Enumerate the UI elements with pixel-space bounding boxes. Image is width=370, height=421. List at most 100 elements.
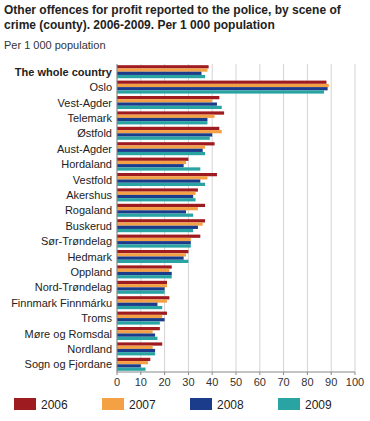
bar	[117, 296, 169, 299]
legend-label: 2008	[217, 398, 244, 412]
bar	[117, 118, 207, 121]
y-axis	[117, 64, 118, 372]
bar	[117, 281, 167, 284]
bar	[117, 244, 191, 247]
category-label: Rogaland	[65, 204, 112, 216]
bar	[117, 121, 207, 124]
bar	[117, 315, 162, 318]
bar	[117, 327, 160, 330]
bar	[117, 152, 205, 155]
bar	[117, 330, 153, 333]
legend-swatch	[278, 398, 300, 410]
bar	[117, 312, 167, 315]
bar	[117, 210, 186, 213]
bar	[117, 222, 203, 225]
bar	[117, 272, 172, 275]
bar	[117, 219, 205, 222]
bar	[117, 149, 203, 152]
grid-line	[188, 64, 189, 372]
bar	[117, 265, 172, 268]
grid-line	[164, 64, 165, 372]
title: Other offences for profit reported to th…	[4, 3, 366, 33]
tick-label: 80	[301, 376, 313, 388]
bar	[117, 84, 329, 87]
category-label: Oppland	[70, 266, 112, 278]
x-axis	[117, 372, 355, 373]
bar	[117, 349, 155, 352]
bar	[117, 238, 191, 241]
bar	[117, 65, 209, 68]
legend-swatch	[14, 398, 36, 410]
bar	[117, 111, 224, 114]
tick-label: 100	[346, 376, 364, 388]
bar	[117, 346, 153, 349]
bar	[117, 75, 205, 78]
grid-line	[212, 64, 213, 372]
bar	[117, 214, 193, 217]
subtitle: Per 1 000 population	[4, 39, 106, 51]
tick-label: 60	[254, 376, 266, 388]
bar	[117, 306, 162, 309]
bar	[117, 188, 198, 191]
legend-swatch	[190, 398, 212, 410]
bar	[117, 81, 326, 84]
bar	[117, 207, 198, 210]
bar	[117, 99, 212, 102]
chart: Per 1 000 population01020304050607080901…	[0, 0, 370, 421]
category-label: Finnmark Finnmárku	[11, 297, 112, 309]
legend-label: 2007	[129, 398, 156, 412]
tick-label: 30	[182, 376, 194, 388]
bar	[117, 72, 201, 75]
bar	[117, 204, 205, 207]
bar	[117, 192, 196, 195]
tick-label: 10	[135, 376, 147, 388]
bar	[117, 96, 219, 99]
bar	[117, 176, 207, 179]
category-label: Akershus	[66, 189, 112, 201]
legend-label: 2006	[41, 398, 68, 412]
tick-label: 40	[206, 376, 218, 388]
bar	[117, 173, 217, 176]
bar	[117, 137, 210, 140]
grid-line	[283, 64, 284, 372]
bar	[117, 284, 167, 287]
bar	[117, 127, 219, 130]
bar	[117, 361, 148, 364]
bar	[117, 198, 196, 201]
bar	[117, 142, 215, 145]
bar	[117, 229, 193, 232]
bar	[117, 275, 172, 278]
category-label: Troms	[81, 312, 112, 324]
bar	[117, 145, 205, 148]
category-label: Aust-Agder	[57, 143, 112, 155]
bar	[117, 87, 328, 90]
tick-label: 70	[277, 376, 289, 388]
category-label: The whole country	[15, 66, 113, 78]
bar	[117, 250, 188, 253]
bar	[117, 318, 165, 321]
bar	[117, 235, 200, 238]
category-label: Telemark	[67, 112, 112, 124]
bar	[117, 180, 200, 183]
bar	[117, 90, 324, 93]
category-label: Nordland	[67, 343, 112, 355]
bar	[117, 195, 193, 198]
grid-line	[140, 64, 141, 372]
bar	[117, 106, 222, 109]
legend-label: 2009	[305, 398, 332, 412]
bar	[117, 334, 155, 337]
grid-line	[307, 64, 308, 372]
bar	[117, 241, 191, 244]
bar	[117, 167, 200, 170]
bar	[117, 164, 184, 167]
bar	[117, 68, 207, 71]
bar	[117, 299, 167, 302]
category-label: Møre og Romsdal	[25, 328, 112, 340]
bar	[117, 337, 157, 340]
bar	[117, 368, 146, 371]
bar	[117, 260, 188, 263]
tick-label: 20	[158, 376, 170, 388]
category-label: Hordaland	[61, 158, 112, 170]
tick-label: 50	[230, 376, 242, 388]
bar	[117, 183, 205, 186]
